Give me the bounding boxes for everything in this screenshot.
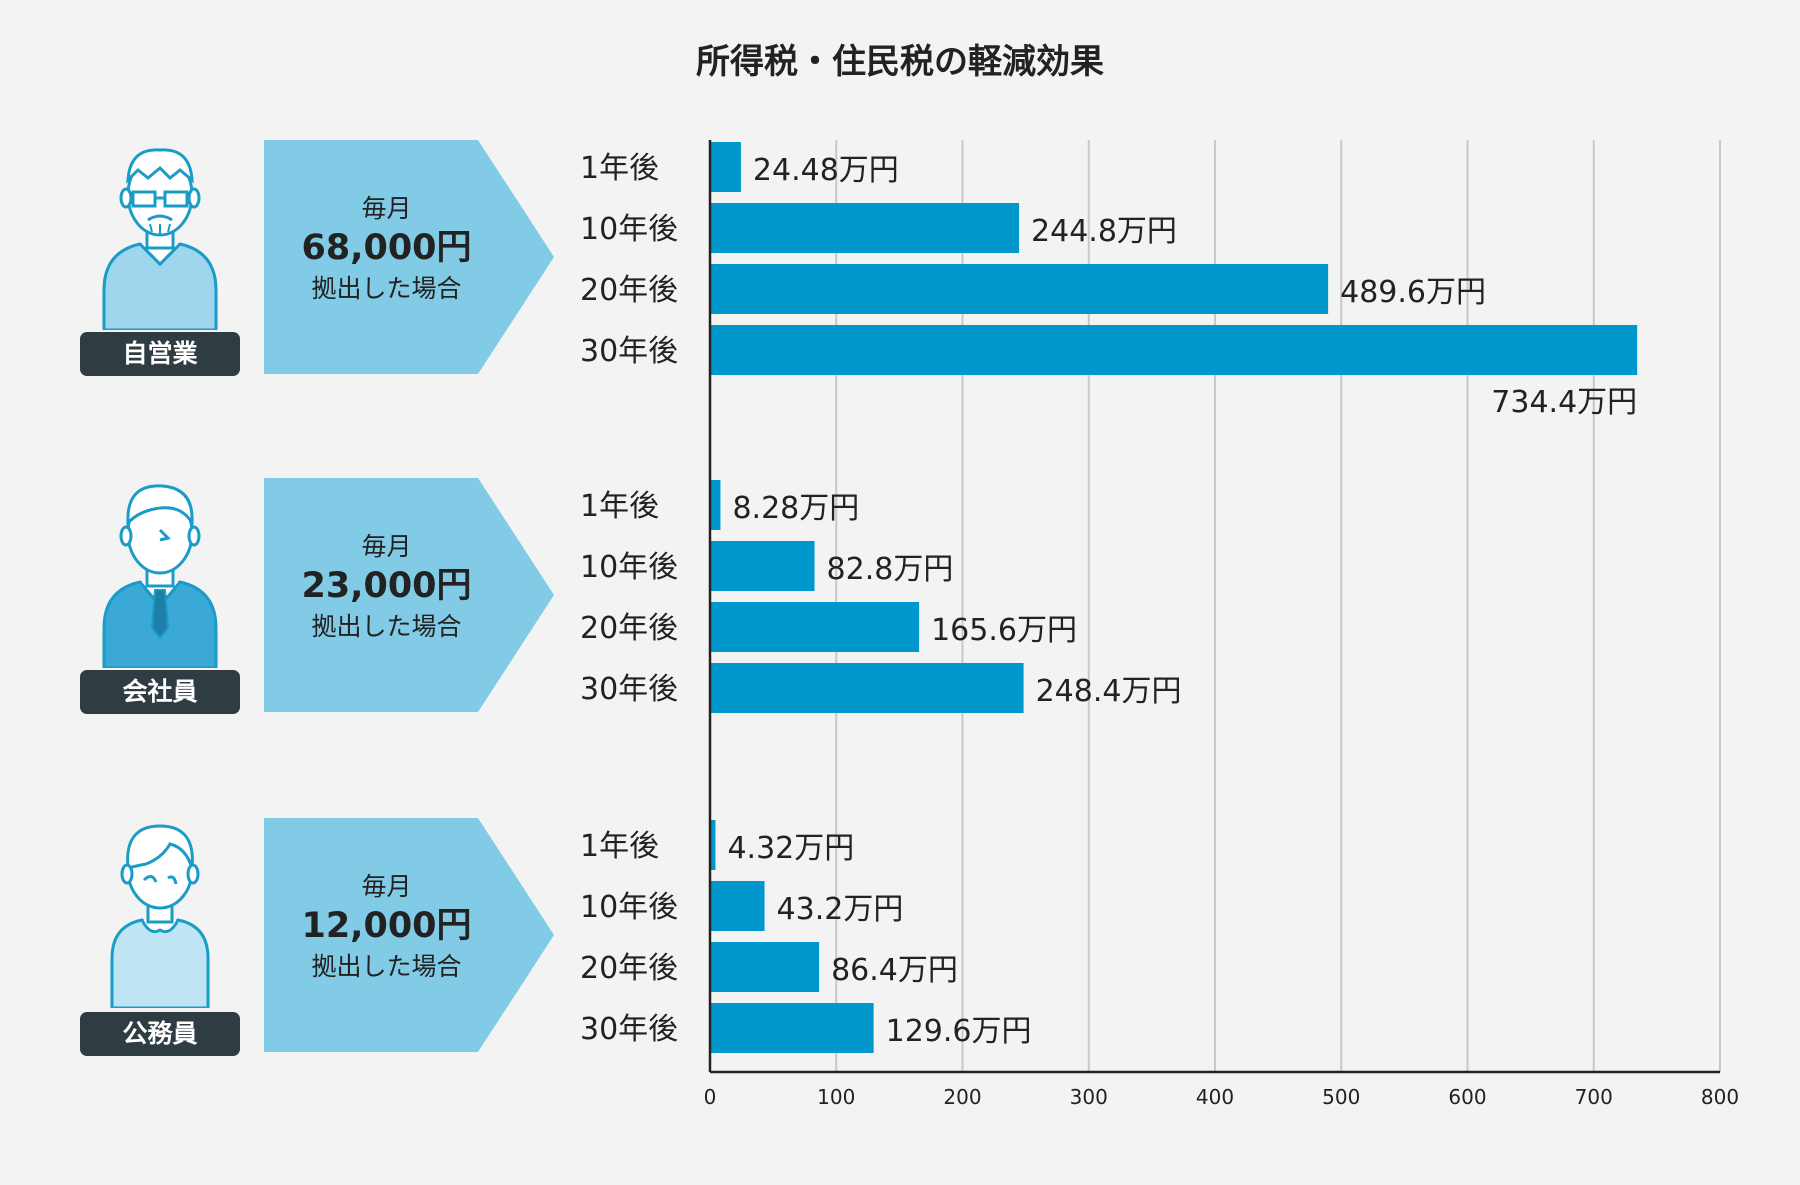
- bar: [710, 942, 820, 992]
- bar: [710, 820, 716, 870]
- data-label: 165.6万円: [931, 613, 1077, 648]
- chart-title: 所得税・住民税の軽減効果: [696, 42, 1104, 82]
- category-label: 10年後: [580, 550, 678, 585]
- data-label: 734.4万円: [1491, 385, 1637, 420]
- category-label: 30年後: [580, 334, 678, 369]
- contribution-amount: 23,000円: [301, 566, 472, 606]
- category-label: 20年後: [580, 951, 678, 986]
- bar: [710, 264, 1329, 314]
- data-label: 86.4万円: [831, 953, 958, 988]
- data-label: 244.8万円: [1031, 214, 1177, 249]
- data-label: 248.4万円: [1036, 674, 1182, 709]
- x-tick-label: 100: [817, 1085, 855, 1109]
- x-tick-label: 200: [943, 1085, 981, 1109]
- category-label: 1年後: [580, 829, 659, 864]
- data-label: 129.6万円: [886, 1014, 1032, 1049]
- elderly-man-glasses-icon: [102, 148, 218, 330]
- category-label: 20年後: [580, 273, 678, 308]
- bar: [710, 142, 741, 192]
- arrow-shape: [264, 478, 554, 712]
- contribution-suffix: 拠出した場合: [311, 612, 462, 641]
- contribution-text: 毎月 12,000円 拠出した場合: [264, 872, 509, 984]
- civil-servant-icon: [110, 824, 210, 1008]
- data-label: 4.32万円: [727, 831, 854, 866]
- office-worker-tie-icon: [102, 484, 218, 668]
- occupation-badge: 会社員: [80, 670, 240, 714]
- bar: [710, 1003, 874, 1053]
- data-label: 24.48万円: [753, 153, 899, 188]
- x-tick-label: 400: [1196, 1085, 1234, 1109]
- category-label: 30年後: [580, 1012, 678, 1047]
- data-label: 489.6万円: [1340, 275, 1486, 310]
- bar: [710, 602, 920, 652]
- bar: [710, 203, 1020, 253]
- x-tick-label: 700: [1575, 1085, 1613, 1109]
- data-label: 43.2万円: [777, 892, 904, 927]
- x-tick-label: 600: [1448, 1085, 1486, 1109]
- category-label: 30年後: [580, 672, 678, 707]
- monthly-label: 毎月: [361, 872, 412, 901]
- category-label: 1年後: [580, 151, 659, 186]
- category-label: 10年後: [580, 212, 678, 247]
- category-label: 10年後: [580, 890, 678, 925]
- bar: [710, 881, 765, 931]
- bar: [710, 541, 815, 591]
- x-tick-label: 0: [704, 1085, 717, 1109]
- contribution-amount: 12,000円: [301, 906, 472, 946]
- category-label: 1年後: [580, 489, 659, 524]
- contribution-amount: 68,000円: [301, 228, 472, 268]
- occupation-badge: 公務員: [80, 1012, 240, 1056]
- x-tick-label: 300: [1070, 1085, 1108, 1109]
- data-label: 82.8万円: [827, 552, 954, 587]
- contribution-text: 毎月 68,000円 拠出した場合: [264, 194, 509, 306]
- x-tick-label: 500: [1322, 1085, 1360, 1109]
- bar: [710, 325, 1638, 375]
- monthly-label: 毎月: [361, 194, 412, 223]
- contribution-suffix: 拠出した場合: [311, 274, 462, 303]
- bar: [710, 663, 1024, 713]
- occupation-badge: 自営業: [80, 332, 240, 376]
- category-label: 20年後: [580, 611, 678, 646]
- bar: [710, 480, 721, 530]
- arrow-shape: [264, 818, 554, 1052]
- monthly-label: 毎月: [361, 532, 412, 561]
- arrow-shape: [264, 140, 554, 374]
- data-label: 8.28万円: [732, 491, 859, 526]
- contribution-text: 毎月 23,000円 拠出した場合: [264, 532, 509, 644]
- x-tick-label: 800: [1701, 1085, 1739, 1109]
- contribution-suffix: 拠出した場合: [311, 952, 462, 981]
